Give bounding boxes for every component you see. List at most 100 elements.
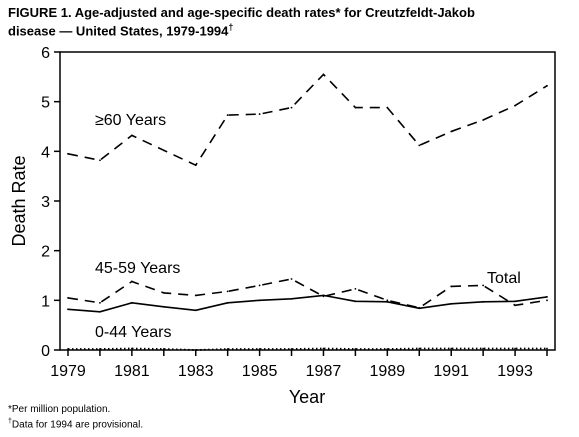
- data-point: [162, 348, 165, 350]
- data-point: [450, 347, 453, 350]
- data-point: [386, 300, 389, 303]
- data-point: [354, 106, 357, 109]
- y-axis: 0 1 2 3 4 5 6: [41, 45, 60, 360]
- x-tick-label: 1985: [242, 363, 278, 380]
- data-point: [130, 301, 133, 304]
- data-point: [386, 299, 389, 302]
- data-point: [67, 348, 69, 350]
- data-point: [450, 285, 453, 288]
- x-axis-title: Year: [289, 387, 325, 407]
- figure-title-dagger: †: [228, 22, 234, 32]
- x-tick-label: 1979: [50, 363, 86, 380]
- x-tick-label: 1989: [370, 363, 406, 380]
- series-labels: ≥60 Years 45-59 Years Total 0-44 Years: [95, 112, 521, 341]
- series-line-0: [67, 73, 548, 166]
- data-point: [482, 347, 485, 350]
- figure-title-line1: FIGURE 1. Age-adjusted and age-specific …: [8, 5, 475, 20]
- data-point: [162, 149, 165, 152]
- series-label-total: Total: [487, 270, 521, 287]
- data-point: [322, 294, 325, 297]
- data-point: [258, 284, 261, 287]
- data-point: [258, 348, 261, 350]
- data-point: [514, 104, 516, 107]
- data-point: [226, 114, 229, 116]
- data-point: [194, 309, 197, 312]
- y-tick-label: 3: [41, 194, 50, 211]
- figure-title: FIGURE 1. Age-adjusted and age-specific …: [8, 5, 573, 38]
- series-label-45-59: 45-59 Years: [95, 260, 180, 277]
- data-point: [258, 113, 261, 115]
- data-point: [514, 347, 516, 350]
- plot-frame: [59, 51, 556, 351]
- data-point: [514, 300, 516, 303]
- data-point: [290, 278, 293, 280]
- data-point: [546, 347, 548, 350]
- data-point: [67, 296, 69, 299]
- footnote-per-million: *Per million population.: [8, 404, 111, 415]
- figure-title-line2: disease — United States, 1979-1994: [8, 23, 229, 39]
- data-point: [67, 152, 69, 155]
- data-point: [99, 348, 101, 350]
- x-tick-label: 1981: [114, 363, 150, 380]
- data-point: [258, 299, 261, 302]
- data-point: [226, 290, 229, 293]
- series-line-1: [67, 278, 548, 309]
- data-point: [290, 106, 293, 109]
- data-point: [290, 297, 293, 300]
- data-point: [194, 164, 197, 167]
- data-point: [99, 301, 101, 304]
- footnote-provisional: †Data for 1994 are provisional.: [8, 416, 143, 431]
- data-point: [162, 305, 165, 308]
- series-label-60-plus: ≥60 Years: [95, 112, 166, 129]
- data-point: [418, 144, 421, 147]
- data-point: [482, 300, 485, 303]
- y-tick-label: 5: [41, 95, 50, 112]
- data-point: [450, 130, 453, 133]
- data-point: [67, 308, 69, 311]
- data-point: [386, 348, 389, 350]
- footnotes: *Per million population. †Data for 1994 …: [8, 404, 143, 431]
- data-point: [418, 347, 421, 350]
- footnote-provisional-text: Data for 1994 are provisional.: [11, 419, 144, 431]
- x-tick-label: 1987: [306, 363, 342, 380]
- data-point: [290, 348, 293, 350]
- data-point: [546, 299, 548, 302]
- data-point: [130, 280, 133, 283]
- data-point: [130, 134, 133, 137]
- data-point: [354, 348, 357, 350]
- data-point: [546, 84, 548, 87]
- data-point: [354, 300, 357, 303]
- x-tick-label: 1993: [497, 363, 533, 380]
- data-point: [482, 119, 485, 121]
- x-tick-label: 1991: [433, 363, 469, 380]
- data-point: [322, 347, 325, 350]
- y-axis-title: Death Rate: [9, 155, 29, 246]
- data-point: [99, 159, 101, 162]
- data-point: [99, 310, 101, 313]
- y-tick-label: 0: [41, 343, 50, 360]
- y-tick-label: 4: [41, 144, 50, 161]
- data-point: [354, 288, 357, 290]
- series-lines: [67, 73, 548, 351]
- x-axis: 1979 1981 1983 1985 1987 1989 1991 1993: [50, 350, 548, 380]
- y-tick-label: 6: [41, 45, 50, 62]
- data-point: [226, 301, 229, 304]
- y-tick-label: 1: [41, 293, 50, 310]
- data-point: [130, 347, 133, 350]
- data-point: [162, 291, 165, 294]
- data-point: [514, 304, 516, 307]
- data-point: [450, 302, 453, 305]
- data-point: [482, 284, 485, 287]
- footnote-dagger: †: [8, 418, 12, 425]
- data-point: [386, 106, 389, 109]
- y-tick-label: 2: [41, 244, 50, 261]
- series-label-0-44: 0-44 Years: [95, 324, 172, 341]
- data-point: [418, 307, 421, 310]
- data-point: [226, 348, 229, 350]
- data-point: [194, 349, 197, 351]
- x-tick-label: 1983: [178, 363, 214, 380]
- series-line-2: [67, 294, 548, 313]
- data-point: [194, 294, 197, 297]
- data-point: [322, 73, 325, 76]
